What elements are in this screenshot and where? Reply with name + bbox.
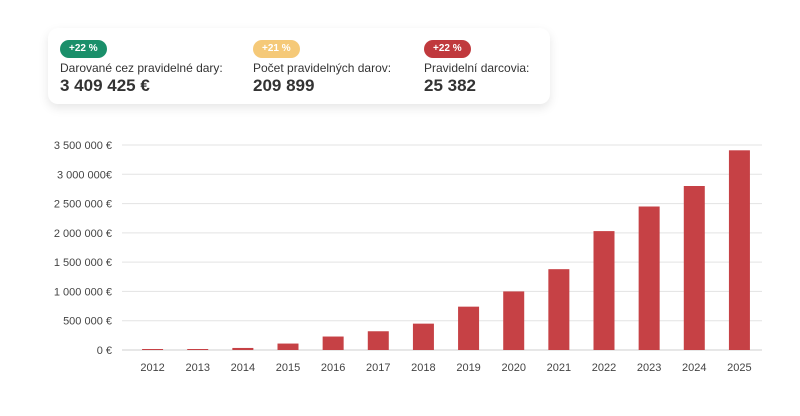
x-tick-label: 2024 <box>682 362 706 374</box>
y-tick-label: 500 000 € <box>63 316 112 328</box>
bar-2017 <box>367 331 389 350</box>
y-tick-label: 1 000 000 € <box>54 286 112 298</box>
bar-2023 <box>638 206 660 350</box>
bar-2022 <box>593 231 615 350</box>
x-tick-label: 2020 <box>501 362 525 374</box>
stat-value: 3 409 425 € <box>60 76 150 95</box>
x-tick-label: 2018 <box>411 362 435 374</box>
stat-value: 209 899 <box>253 76 315 95</box>
bar-2019 <box>458 306 480 350</box>
bar-2015 <box>277 343 299 350</box>
growth-badge: +21 % <box>253 40 300 58</box>
x-tick-label: 2025 <box>727 362 751 374</box>
x-tick-label: 2015 <box>276 362 300 374</box>
growth-badge: +22 % <box>424 40 471 58</box>
bar-2024 <box>683 186 705 350</box>
x-tick-label: 2014 <box>231 362 255 374</box>
stat-donation-count: +21 % Počet pravidelných darov: 209 899 <box>253 38 391 96</box>
bar-2018 <box>412 323 434 350</box>
y-tick-label: 0 € <box>97 345 112 357</box>
stat-donated-amount: +22 % Darované cez pravidelné dary: 3 40… <box>60 38 223 96</box>
stat-value: 25 382 <box>424 76 476 95</box>
stat-label: Pravidelní darcovia: <box>424 61 530 75</box>
x-tick-label: 2019 <box>456 362 480 374</box>
x-tick-label: 2021 <box>547 362 571 374</box>
x-tick-label: 2017 <box>366 362 390 374</box>
bar-2020 <box>503 291 525 350</box>
growth-badge: +22 % <box>60 40 107 58</box>
x-tick-label: 2012 <box>140 362 164 374</box>
y-tick-label: 2 000 000 € <box>54 228 112 240</box>
x-tick-label: 2016 <box>321 362 345 374</box>
y-tick-label: 3 000 000€ <box>57 169 112 181</box>
y-tick-label: 1 500 000 € <box>54 257 112 269</box>
stat-label: Darované cez pravidelné dary: <box>60 61 223 75</box>
bar-2012 <box>142 349 164 350</box>
x-tick-label: 2022 <box>592 362 616 374</box>
bar-2016 <box>322 336 344 350</box>
bar-2021 <box>548 269 570 350</box>
stat-donor-count: +22 % Pravidelní darcovia: 25 382 <box>424 38 529 96</box>
stats-card: +22 % Darované cez pravidelné dary: 3 40… <box>48 28 550 104</box>
stat-label: Počet pravidelných darov: <box>253 61 392 75</box>
y-tick-label: 2 500 000 € <box>54 199 112 211</box>
y-tick-label: 3 500 000 € <box>54 140 112 152</box>
x-tick-label: 2023 <box>637 362 661 374</box>
bar-2013 <box>187 349 209 350</box>
bar-2025 <box>728 150 750 350</box>
bar-2014 <box>232 347 254 350</box>
x-tick-label: 2013 <box>185 362 209 374</box>
